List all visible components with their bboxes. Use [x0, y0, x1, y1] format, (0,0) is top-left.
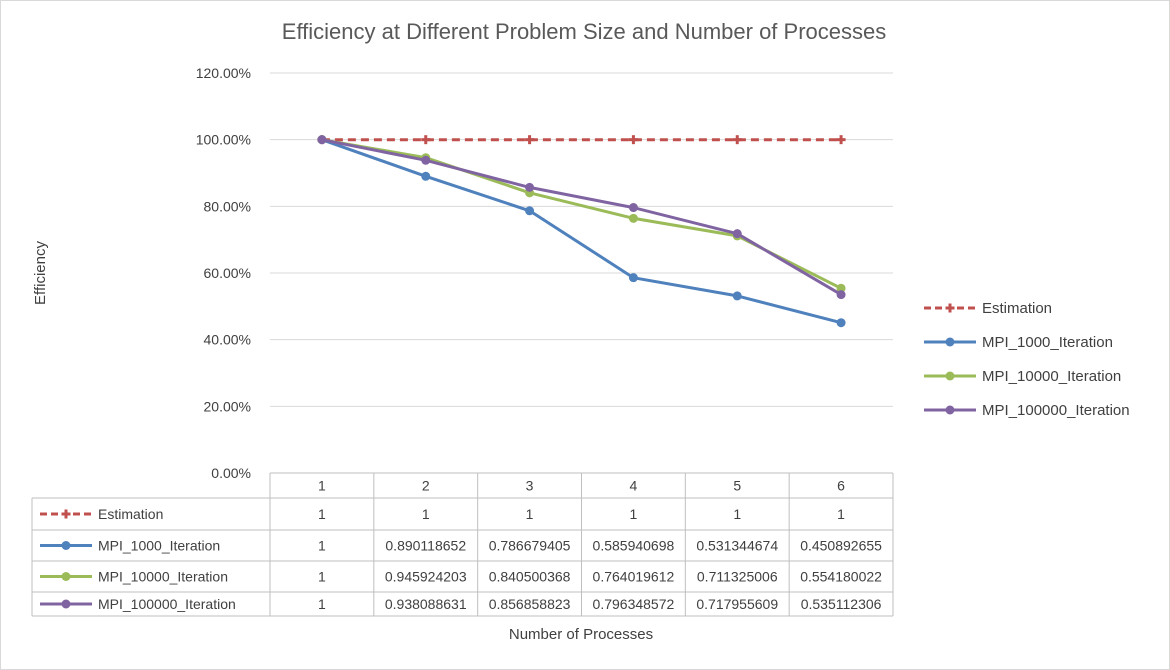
y-tick-label: 0.00%	[211, 465, 251, 481]
marker-plus	[836, 135, 846, 145]
marker-plus	[628, 135, 638, 145]
series-line	[321, 138, 842, 290]
y-tick-label: 40.00%	[204, 332, 251, 348]
table-series-name: MPI_1000_Iteration	[98, 538, 220, 554]
marker-plus	[525, 135, 535, 145]
marker-circle	[836, 283, 846, 293]
table-series-name: MPI_10000_Iteration	[98, 569, 228, 585]
y-tick-label: 60.00%	[204, 265, 251, 281]
marker-circle	[628, 203, 638, 213]
table-value: 1	[837, 506, 845, 522]
legend-label: Estimation	[982, 300, 1052, 317]
series-line	[321, 138, 842, 325]
category-label: 4	[630, 478, 638, 494]
marker-plus	[945, 303, 955, 313]
marker-circle	[836, 290, 846, 300]
series-mpi-10000-iteration	[317, 135, 846, 293]
y-tick-label: 20.00%	[204, 398, 251, 414]
table-value: 0.531344674	[696, 538, 778, 554]
table-value: 0.585940698	[593, 538, 675, 554]
y-axis-title: Efficiency	[32, 241, 49, 305]
marker-circle	[945, 371, 955, 381]
marker-circle	[945, 337, 955, 347]
table-value: 0.764019612	[593, 569, 675, 585]
marker-circle	[732, 229, 742, 239]
table-value: 0.450892655	[800, 538, 882, 554]
table-value: 1	[630, 506, 638, 522]
table-value: 1	[733, 506, 741, 522]
marker-circle	[61, 599, 71, 609]
legend: Estimation MPI_1000_Iteration MPI_10000_It…	[924, 300, 1130, 419]
table-value: 0.890118652	[385, 538, 466, 554]
marker-plus	[421, 135, 431, 145]
y-tick-label: 120.00%	[196, 65, 251, 81]
legend-label: MPI_1000_Iteration	[982, 334, 1113, 351]
legend-item: Estimation	[924, 300, 1052, 317]
category-label: 6	[837, 478, 845, 494]
table-series-key	[40, 509, 92, 519]
marker-circle	[628, 213, 638, 223]
marker-circle	[836, 318, 846, 328]
table-value: 0.711325006	[697, 569, 778, 585]
legend-item: MPI_1000_Iteration	[924, 334, 1113, 351]
table-value: 1	[318, 538, 326, 554]
table-value: 0.840500368	[489, 569, 571, 585]
category-label: 2	[422, 478, 430, 494]
gridlines	[270, 72, 893, 407]
marker-circle	[421, 171, 431, 181]
table-value: 0.938088631	[385, 596, 467, 612]
series-line	[321, 138, 842, 296]
table-value: 1	[422, 506, 430, 522]
y-tick-label: 80.00%	[204, 198, 251, 214]
marker-circle	[317, 135, 327, 145]
y-axis-ticks: 0.00% 20.00% 40.00% 60.00% 80.00% 100.00% 120.…	[196, 65, 251, 481]
legend-label: MPI_10000_Iteration	[982, 368, 1121, 385]
table-value: 0.796348572	[593, 596, 675, 612]
category-label: 1	[318, 478, 326, 494]
marker-circle	[628, 273, 638, 283]
series-mpi-1000-iteration	[317, 135, 846, 328]
marker-plus	[732, 135, 742, 145]
legend-item: MPI_100000_Iteration	[924, 402, 1130, 419]
marker-circle	[61, 572, 71, 581]
marker-circle	[61, 541, 71, 550]
category-label: 5	[733, 478, 741, 494]
table-series-key	[40, 572, 92, 581]
table-series-key	[40, 599, 92, 609]
table-value: 0.554180022	[800, 569, 882, 585]
table-value: 0.856858823	[489, 596, 571, 612]
table-series-key	[40, 541, 92, 550]
marker-circle	[525, 182, 535, 192]
x-axis-title: Number of Processes	[509, 626, 653, 643]
legend-label: MPI_100000_Iteration	[982, 402, 1130, 419]
table-series-name: MPI_100000_Iteration	[98, 596, 236, 612]
table-series-name: Estimation	[98, 506, 163, 522]
table-value: 0.717955609	[696, 596, 778, 612]
table-value: 1	[526, 506, 534, 522]
legend-item: MPI_10000_Iteration	[924, 368, 1121, 385]
data-table: 1 2 3 4 5 6 Estimation 1 1 1 1 1 1 MPI_1000_Iteration…	[31, 472, 894, 617]
marker-circle	[732, 291, 742, 301]
table-value: 0.945924203	[385, 569, 467, 585]
y-tick-label: 100.00%	[196, 132, 251, 148]
table-value: 1	[318, 506, 326, 522]
marker-plus	[61, 509, 71, 519]
table-value: 1	[318, 596, 326, 612]
table-value: 0.535112306	[801, 596, 882, 612]
table-value: 1	[318, 569, 326, 585]
table-value: 0.786679405	[489, 538, 571, 554]
series-mpi-100000-iteration	[317, 135, 846, 300]
category-label: 3	[526, 478, 534, 494]
marker-circle	[945, 405, 955, 415]
marker-circle	[421, 155, 431, 165]
marker-circle	[525, 206, 535, 216]
series-lines	[317, 135, 846, 328]
chart-title: Efficiency at Different Problem Size and…	[282, 19, 886, 44]
